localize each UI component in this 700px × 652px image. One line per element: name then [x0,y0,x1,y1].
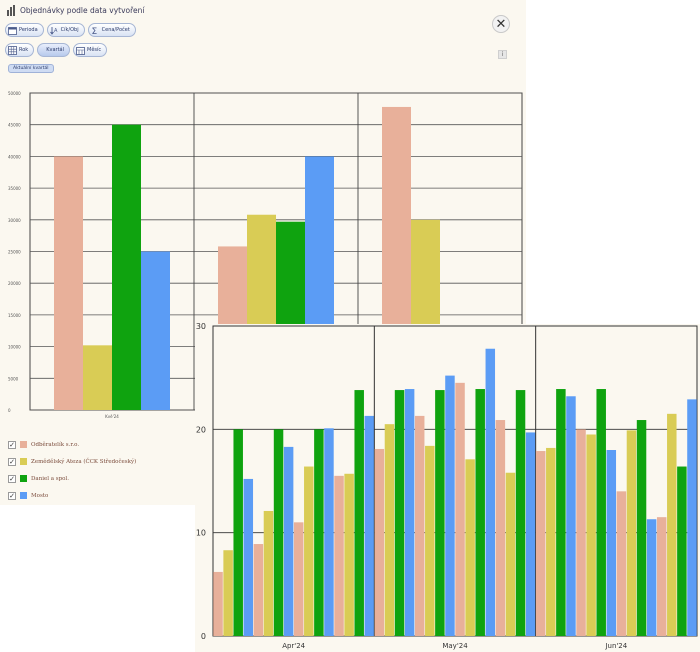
sort-icon: A [49,26,58,35]
toolbar-row-2: Rok Kvartál Měsíc [5,43,108,57]
legend-swatch [20,475,27,482]
chart-window-icon [7,5,15,16]
sum-icon: Σ [91,27,97,35]
grid-icon [8,45,17,55]
info-icon[interactable]: i [498,50,507,59]
toolbar-row-1: Perioda A Cík/Obj Σ Cena/Počet [5,23,136,37]
legend-label: Daniel a spol. [31,475,69,482]
legend-item[interactable]: ✓ Daniel a spol. [8,470,136,487]
legend-label: Mosto [31,492,49,499]
svg-text:Σ: Σ [91,27,97,35]
rok-button[interactable]: Rok [5,43,35,57]
legend-checkbox[interactable]: ✓ [8,440,16,449]
close-button[interactable]: ✕ [492,15,510,33]
window-title: Objednávky podle data vytvoření [20,6,145,15]
legend-checkbox[interactable]: ✓ [8,474,16,483]
legend-checkbox[interactable]: ✓ [8,491,16,500]
legend-swatch [20,458,27,465]
legend-label: Zemědělský Ateza (ČCK Středočeský) [31,458,137,465]
chart-legend: ✓ Odběratelík s.r.o. ✓ Zemědělský Ateza … [8,436,136,504]
legend-checkbox[interactable]: ✓ [8,457,16,466]
cik-obj-button[interactable]: A Cík/Obj [46,23,85,37]
actual-quarter-button[interactable]: Aktuální kvartál [8,64,54,73]
mesic-label: Měsíc [87,47,102,53]
kvartal-button[interactable]: Kvartál [37,43,70,57]
cena-pocet-label: Cena/Počet [101,27,130,33]
bottom-chart-panel [195,324,700,652]
legend-item[interactable]: ✓ Zemědělský Ateza (ČCK Středočeský) [8,453,136,470]
legend-swatch [20,441,27,448]
legend-swatch [20,492,27,499]
legend-item[interactable]: ✓ Odběratelík s.r.o. [8,436,136,453]
mesic-button[interactable]: Měsíc [73,43,108,57]
cena-pocet-button[interactable]: Σ Cena/Počet [87,23,136,37]
calendar-icon [8,26,17,35]
legend-label: Odběratelík s.r.o. [31,441,80,448]
calendar-icon [76,46,85,55]
cik-obj-label: Cík/Obj [60,27,79,33]
window-titlebar: Objednávky podle data vytvoření [6,4,145,17]
svg-text:A: A [54,28,58,34]
perioda-label: Perioda [19,27,38,33]
legend-item[interactable]: ✓ Mosto [8,487,136,504]
close-icon: ✕ [495,16,507,32]
rok-label: Rok [19,47,29,53]
perioda-button[interactable]: Perioda [5,23,44,37]
kvartal-label: Kvartál [46,47,64,53]
